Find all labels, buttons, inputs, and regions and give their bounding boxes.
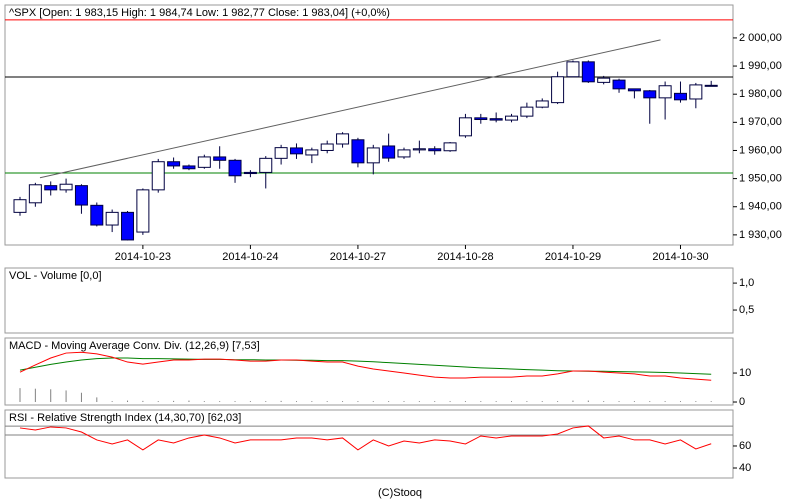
y-tick-label: 1 940,00 <box>739 201 782 213</box>
x-tick-label: 2014-10-27 <box>330 251 386 263</box>
candle-body <box>336 133 350 145</box>
candle-body <box>28 184 42 204</box>
candle-body <box>551 76 565 104</box>
candle-body <box>74 185 88 206</box>
y-tick-label: 0 <box>739 396 745 408</box>
candle-body <box>535 100 549 108</box>
panel-title: MACD - Moving Average Conv. Div. (12,26,… <box>9 340 260 352</box>
x-tick-label: 2014-10-29 <box>545 251 601 263</box>
panel-frame <box>4 267 734 334</box>
candle-body <box>520 106 534 117</box>
y-tick-label: 10 <box>739 367 751 379</box>
series-line <box>19 425 712 451</box>
candle-body <box>458 117 472 137</box>
candle-body <box>412 148 426 151</box>
trend-line <box>39 39 661 179</box>
x-tick-label: 2014-10-28 <box>437 251 493 263</box>
series-line <box>19 351 712 381</box>
candle-body <box>44 185 58 191</box>
x-tick-label: 2014-10-23 <box>115 251 171 263</box>
candle-body <box>151 161 165 191</box>
candle-body <box>320 143 334 151</box>
y-tick-label: 1 950,00 <box>739 173 782 185</box>
panel-frame <box>4 409 734 479</box>
y-tick-label: 0,5 <box>739 304 754 316</box>
y-tick-label: 1 930,00 <box>739 229 782 241</box>
candle-body <box>182 165 196 170</box>
candle-body <box>59 183 73 191</box>
candle-body <box>213 156 227 161</box>
candle-body <box>228 159 242 177</box>
candle-body <box>689 84 703 100</box>
y-tick-label: 2 000,00 <box>739 32 782 44</box>
panel-title: ^SPX [Open: 1 983,15 High: 1 984,74 Low:… <box>9 7 390 19</box>
candle-body <box>366 147 380 164</box>
candle-body <box>443 142 457 152</box>
candle-body <box>105 211 119 226</box>
y-tick-label: 1 970,00 <box>739 116 782 128</box>
candle-body <box>643 90 657 99</box>
candle-body <box>612 79 626 90</box>
candle-body <box>581 61 595 83</box>
y-tick-label: 1 980,00 <box>739 88 782 100</box>
candle-body <box>259 157 273 173</box>
candle-body <box>136 189 150 233</box>
candle-body <box>658 85 672 99</box>
panel-frame <box>4 4 734 246</box>
candle-body <box>274 147 288 159</box>
y-tick-label: 1 990,00 <box>739 60 782 72</box>
y-tick-label: 40 <box>739 462 751 474</box>
candle-body <box>597 77 611 83</box>
x-tick-label: 2014-10-30 <box>652 251 708 263</box>
candle-body <box>13 199 27 213</box>
candle-body <box>121 211 135 241</box>
candle-body <box>505 115 519 121</box>
candle-body <box>489 118 503 121</box>
footer: (C)Stooq <box>378 487 422 499</box>
candle-body <box>397 149 411 158</box>
candle-body <box>673 92 687 101</box>
candle-body <box>351 139 365 164</box>
y-tick-label: 1 960,00 <box>739 144 782 156</box>
candle-body <box>428 148 442 152</box>
y-tick-label: 60 <box>739 440 751 452</box>
candle-body <box>474 117 488 121</box>
candle-body <box>90 204 104 226</box>
x-tick-label: 2014-10-24 <box>222 251 278 263</box>
panel-title: RSI - Relative Strength Index (14,30,70)… <box>9 412 241 424</box>
panel-title: VOL - Volume [0,0] <box>9 270 102 282</box>
candle-body <box>627 88 641 92</box>
candle-body <box>167 161 181 167</box>
y-tick-label: 1,0 <box>739 277 754 289</box>
candle-body <box>566 61 580 78</box>
candle-body <box>243 171 257 175</box>
candle-body <box>305 149 319 156</box>
candle-body <box>197 156 211 168</box>
candle-body <box>382 145 396 159</box>
candle-body <box>704 84 718 87</box>
candle-body <box>289 147 303 155</box>
